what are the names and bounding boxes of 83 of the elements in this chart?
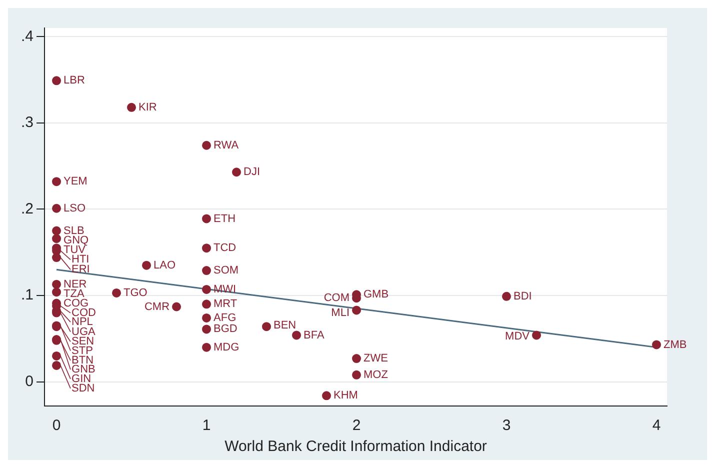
x-tick-label: 0: [52, 417, 61, 434]
annotation: HTI: [72, 254, 90, 266]
annotation: COM: [324, 292, 350, 304]
point: [352, 306, 362, 315]
point: [232, 168, 242, 177]
annotation: UGA: [72, 326, 96, 338]
point: [202, 324, 212, 334]
annotation: ZMB: [664, 338, 687, 351]
point: [52, 234, 62, 244]
annotation: MLI: [331, 307, 350, 320]
annotation: TCD: [214, 242, 236, 254]
y-tick-label: 0: [25, 372, 34, 390]
point: [502, 292, 512, 301]
point: [112, 288, 122, 298]
point: [142, 260, 152, 270]
x-tick-label: 3: [502, 417, 511, 434]
point: [127, 102, 136, 112]
point: [352, 370, 362, 380]
annotation: BFA: [304, 329, 325, 342]
point: [202, 140, 212, 150]
annotation: LSO: [64, 202, 86, 214]
point: [202, 284, 212, 294]
annotation: NPL: [72, 316, 93, 328]
x-tick-label: 2: [352, 417, 361, 434]
point: [52, 226, 62, 236]
annotation: GIN: [72, 372, 92, 385]
annotation: KIR: [138, 101, 157, 114]
annotation: YEM: [64, 176, 88, 188]
annotation: STP: [72, 344, 93, 357]
x-axis-title: World Bank Credit Information Indicator: [224, 438, 487, 456]
annotation: ETH: [214, 212, 236, 225]
point: [52, 360, 62, 370]
y-tick-label: .4: [20, 28, 34, 45]
point: [52, 280, 62, 289]
y-tick-label: .2: [20, 200, 34, 218]
annotation: SLB: [64, 224, 84, 237]
annotation: BDI: [514, 290, 532, 302]
point: [52, 177, 62, 186]
point: [202, 266, 212, 276]
point: [322, 391, 332, 400]
point: [262, 322, 272, 332]
point: [202, 214, 212, 224]
point: [52, 253, 62, 262]
point: [172, 302, 182, 312]
x-tick-label: 4: [652, 417, 661, 434]
annotation: COD: [72, 306, 96, 319]
y-tick-label: .3: [20, 114, 34, 132]
point: [202, 313, 212, 322]
annotation: BEN: [274, 320, 296, 332]
point: [52, 76, 62, 86]
annotation: CMR: [144, 300, 170, 313]
annotation: KHM: [334, 390, 358, 402]
point: [202, 244, 212, 253]
point: [292, 330, 302, 340]
annotation: MRT: [214, 298, 238, 310]
annotation: GMB: [364, 288, 389, 301]
annotation: ERI: [72, 264, 90, 276]
point: [52, 288, 62, 297]
point: [202, 342, 212, 352]
annotation: ZWE: [364, 352, 388, 365]
annotation: SDN: [72, 382, 95, 394]
x-tick-label: 1: [202, 417, 211, 434]
annotation: MDV: [505, 330, 530, 342]
annotation: COG: [64, 297, 89, 310]
annotation: MOZ: [364, 368, 388, 381]
point: [52, 204, 62, 213]
annotation: BGD: [214, 323, 238, 336]
annotation: RWA: [214, 139, 240, 152]
annotation: GNQ: [64, 234, 90, 247]
point: [532, 330, 541, 340]
annotation: AFG: [214, 312, 236, 324]
point: [652, 340, 661, 350]
annotation: MDG: [214, 341, 240, 354]
point: [52, 351, 62, 360]
annotation: LAO: [154, 259, 176, 272]
annotation: NER: [64, 278, 87, 290]
annotation: SOM: [214, 264, 239, 277]
annotation: DJI: [244, 166, 260, 178]
point: [202, 300, 212, 309]
annotation: TGO: [124, 286, 148, 299]
point: [352, 354, 362, 364]
annotation: LBR: [64, 74, 85, 87]
y-tick-label: .1: [20, 286, 34, 304]
